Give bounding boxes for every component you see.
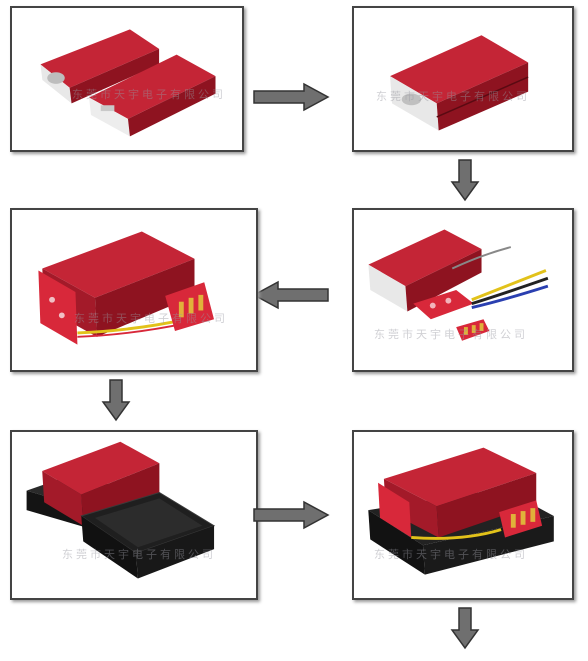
watermark: 东莞市天宇电子有限公司 <box>72 88 226 101</box>
arrow-down-icon <box>101 379 131 422</box>
assembly-and-case-illustration <box>26 441 216 579</box>
step-6-panel: 东莞市天宇电子有限公司 <box>352 430 574 600</box>
cell-stack <box>390 35 529 131</box>
two-cells-illustration <box>40 29 216 137</box>
side-pcb <box>378 482 412 538</box>
watermark: 东莞市天宇电子有限公司 <box>62 548 216 561</box>
watermark: 东莞市天宇电子有限公司 <box>74 312 228 325</box>
assembly-in-case-illustration <box>368 447 554 575</box>
connector-board <box>456 319 490 341</box>
wire <box>411 528 502 540</box>
side-pcb <box>38 270 78 345</box>
cell-right <box>89 54 216 137</box>
arrow-left-icon <box>252 280 329 310</box>
step-2-panel: 东莞市天宇电子有限公司 <box>352 6 574 152</box>
watermark: 东莞市天宇电子有限公司 <box>376 90 530 103</box>
pcb-board <box>413 290 474 320</box>
step-3-panel: 东莞市天宇电子有限公司 <box>352 208 574 372</box>
arrow-right-icon <box>253 500 330 530</box>
assembled-pcb-illustration <box>38 231 214 345</box>
step-4-panel: 东莞市天宇电子有限公司 <box>10 208 258 372</box>
arrow-right-icon <box>253 82 330 112</box>
cell-stack <box>383 447 537 538</box>
arrow-down-icon <box>450 607 480 650</box>
stacked-cells-illustration <box>390 35 529 131</box>
step-1-panel: 东莞市天宇电子有限公司 <box>10 6 244 152</box>
step-5-panel: 东莞市天宇电子有限公司 <box>10 430 258 600</box>
arrow-down-icon <box>450 159 480 202</box>
case-lid <box>80 492 216 579</box>
cell-left <box>40 29 160 104</box>
wires <box>451 246 549 309</box>
watermark: 东莞市天宇电子有限公司 <box>374 328 528 341</box>
watermark: 东莞市天宇电子有限公司 <box>374 548 528 561</box>
cells-with-pcb-illustration <box>368 229 549 341</box>
connector-board <box>165 282 214 331</box>
connector-board <box>499 500 543 538</box>
